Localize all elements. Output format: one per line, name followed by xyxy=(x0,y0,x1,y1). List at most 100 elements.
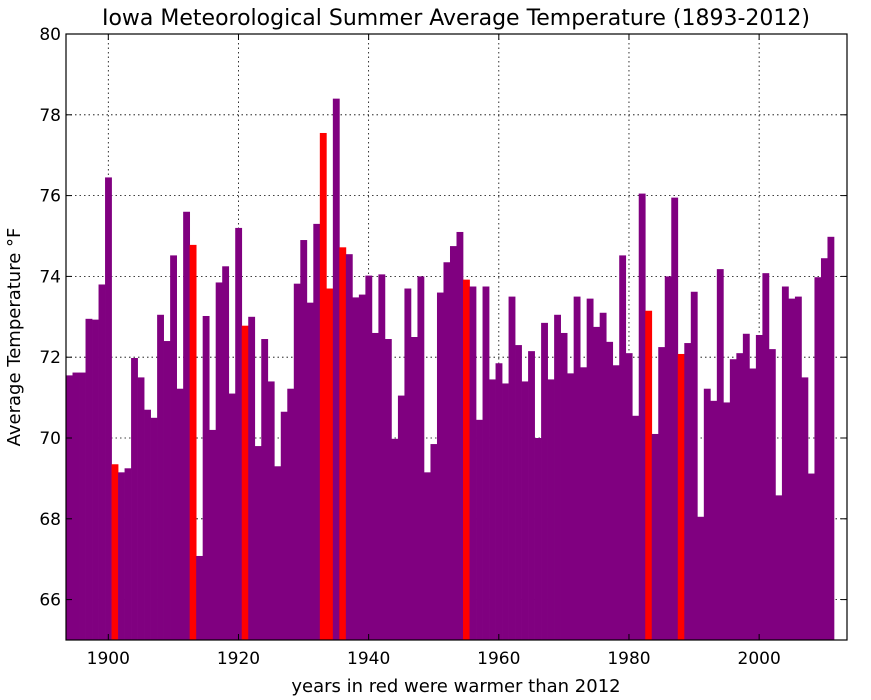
bar xyxy=(671,197,679,640)
plot-frame xyxy=(65,33,848,641)
bar xyxy=(248,316,256,640)
bar xyxy=(352,297,360,640)
bar xyxy=(144,409,151,640)
bar xyxy=(749,368,757,640)
bar xyxy=(72,372,80,640)
bar xyxy=(85,318,93,640)
x-tick-label: 1980 xyxy=(607,649,650,669)
bar-highlight xyxy=(677,353,685,640)
bar xyxy=(98,284,106,640)
bar xyxy=(287,388,295,640)
bar xyxy=(183,211,191,640)
bar xyxy=(306,302,314,640)
y-tick-label: 80 xyxy=(39,25,61,45)
bar xyxy=(788,298,796,640)
bar xyxy=(391,438,399,640)
bar xyxy=(703,388,711,640)
x-tick-label: 1920 xyxy=(217,649,260,669)
bar xyxy=(131,358,138,640)
bar xyxy=(651,433,659,640)
bar xyxy=(554,314,561,640)
bar xyxy=(215,282,223,640)
x-tick-label: 1900 xyxy=(87,649,130,669)
bar xyxy=(163,341,171,640)
bar xyxy=(482,286,490,640)
bar xyxy=(105,177,112,641)
bar xyxy=(150,417,158,640)
bar xyxy=(449,246,457,640)
bar xyxy=(664,276,672,640)
bar-highlight xyxy=(189,244,197,640)
y-tick-label: 70 xyxy=(39,429,61,449)
bar xyxy=(300,240,308,641)
bar xyxy=(176,388,184,640)
x-tick-label: 2000 xyxy=(738,649,781,669)
bar xyxy=(274,466,282,640)
bar xyxy=(79,372,86,640)
bar xyxy=(567,373,574,640)
bar xyxy=(254,446,262,640)
bar xyxy=(612,365,620,640)
bar xyxy=(781,286,789,640)
bars xyxy=(66,98,835,641)
bar xyxy=(443,262,451,640)
bar xyxy=(92,319,99,640)
bar xyxy=(625,353,633,640)
bar xyxy=(209,429,217,640)
bar xyxy=(417,276,425,640)
bar xyxy=(378,274,386,640)
bar-highlight xyxy=(339,247,347,640)
bar xyxy=(345,254,353,640)
x-axis-label: years in red were warmer than 2012 xyxy=(291,676,620,697)
bar xyxy=(593,326,601,640)
bar xyxy=(755,334,763,640)
bar xyxy=(157,314,164,640)
bar xyxy=(267,381,275,640)
bar xyxy=(606,341,614,640)
bar-highlight xyxy=(111,464,119,640)
bar xyxy=(528,351,535,640)
bar xyxy=(489,379,496,640)
bar xyxy=(222,266,230,640)
bar xyxy=(723,402,731,640)
bar xyxy=(586,298,594,640)
bar xyxy=(827,236,835,641)
bar xyxy=(736,353,744,640)
bar xyxy=(794,296,802,640)
bar xyxy=(170,255,177,640)
bar xyxy=(384,339,392,640)
bar xyxy=(807,473,815,640)
bar xyxy=(137,377,145,640)
bar xyxy=(541,322,548,640)
bar xyxy=(358,294,366,640)
bar xyxy=(775,495,783,640)
bar xyxy=(456,231,464,640)
bar-highlight xyxy=(319,132,327,641)
bar xyxy=(423,472,431,640)
bar xyxy=(280,411,288,640)
bar xyxy=(196,555,204,640)
y-tick-label: 68 xyxy=(39,510,61,530)
bar xyxy=(404,288,412,640)
bar xyxy=(235,227,243,641)
bar xyxy=(697,516,705,640)
bar xyxy=(495,363,503,640)
chart-title: Iowa Meteorological Summer Average Tempe… xyxy=(102,6,810,31)
bar xyxy=(534,438,542,640)
bar xyxy=(502,383,509,640)
bar xyxy=(658,347,666,640)
bar xyxy=(684,343,692,640)
bar xyxy=(202,315,210,640)
bar xyxy=(410,337,418,640)
bar xyxy=(66,375,73,640)
bar-highlight xyxy=(241,325,249,640)
bar xyxy=(469,286,477,640)
bar xyxy=(762,273,770,640)
bar xyxy=(814,277,822,640)
bar xyxy=(521,381,529,640)
ticks: 66 68 70 72 74 76 78 80 1900 1920 1940 1960 1980 2000 xyxy=(39,25,847,669)
bar xyxy=(547,379,555,640)
bar xyxy=(801,377,809,640)
bar xyxy=(365,275,373,640)
